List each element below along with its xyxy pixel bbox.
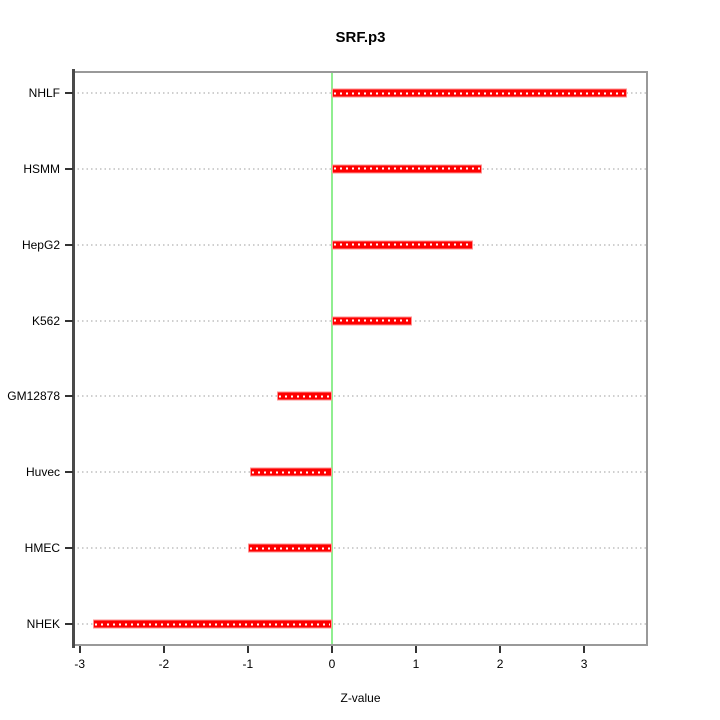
x-tick-label-2: 2 (496, 657, 504, 671)
x-tick-3 (583, 646, 586, 653)
y-tick-huvec (65, 471, 73, 474)
y-axis-label-hsmm: HSMM (23, 161, 60, 176)
x-tick-label-0: 0 (328, 657, 336, 671)
bar-hsmm (331, 164, 483, 174)
y-tick-hepg2 (65, 243, 73, 246)
x-tick--1 (246, 646, 249, 653)
bar-dash-line (249, 547, 330, 550)
y-tick-nhlf (65, 92, 73, 94)
bar-dash-line (251, 471, 330, 474)
x-tick-label--2: -2 (158, 657, 170, 671)
plot-frame (73, 71, 648, 646)
bar-hepg2 (331, 240, 474, 250)
zero-line (330, 71, 333, 646)
y-axis-label-nhek: NHEK (26, 617, 60, 631)
chart-title: SRF.p3 (335, 29, 386, 46)
y-tick-k562 (65, 319, 73, 322)
gridline-hmec (73, 547, 648, 550)
x-tick-label--3: -3 (74, 657, 86, 671)
x-tick-label-1: 1 (412, 657, 420, 671)
y-tick-nhek (65, 623, 73, 625)
bar-nhlf (331, 88, 627, 98)
bar-dash-line (95, 623, 330, 625)
x-tick-1 (414, 646, 417, 653)
gridline-nhek (73, 623, 648, 625)
bar-nhek (93, 619, 332, 629)
y-axis-label-k562: K562 (31, 313, 60, 328)
bar-hmec (247, 543, 332, 553)
x-tick-2 (499, 646, 502, 653)
bar-k562 (331, 316, 412, 326)
x-axis-title: Z-value (340, 691, 381, 705)
x-tick-label--1: -1 (242, 657, 254, 671)
y-tick-hsmm (65, 167, 73, 170)
bar-dash-line (333, 243, 472, 246)
gridline-huvec (73, 471, 648, 474)
bar-gm12878 (277, 391, 332, 401)
bar-dash-line (279, 395, 330, 398)
y-tick-hmec (65, 547, 73, 550)
x-tick-label-3: 3 (580, 657, 588, 671)
x-tick-0 (330, 646, 333, 653)
plot-area: NHLF HSMM HepG2 K562 GM12878 Huvec HMEC NHEK -3 -… (7, 69, 648, 671)
bar-huvec (249, 467, 332, 477)
bar-dash-line (333, 319, 410, 322)
y-axis-label-huvec: Huvec (25, 465, 60, 480)
bar-dash-line (333, 92, 625, 94)
y-axis-label-hmec: HMEC (24, 541, 60, 556)
gridline-gm12878 (73, 395, 648, 398)
y-axis-label-hepg2: HepG2 (21, 237, 60, 252)
y-tick-gm12878 (65, 395, 73, 398)
y-axis-label-gm12878: GM12878 (7, 389, 60, 404)
x-tick--2 (162, 646, 165, 653)
y-axis-spine (72, 69, 75, 648)
bar-dash-line (333, 167, 481, 170)
y-axis-label-nhlf: NHLF (28, 86, 60, 100)
x-tick--3 (78, 646, 81, 653)
